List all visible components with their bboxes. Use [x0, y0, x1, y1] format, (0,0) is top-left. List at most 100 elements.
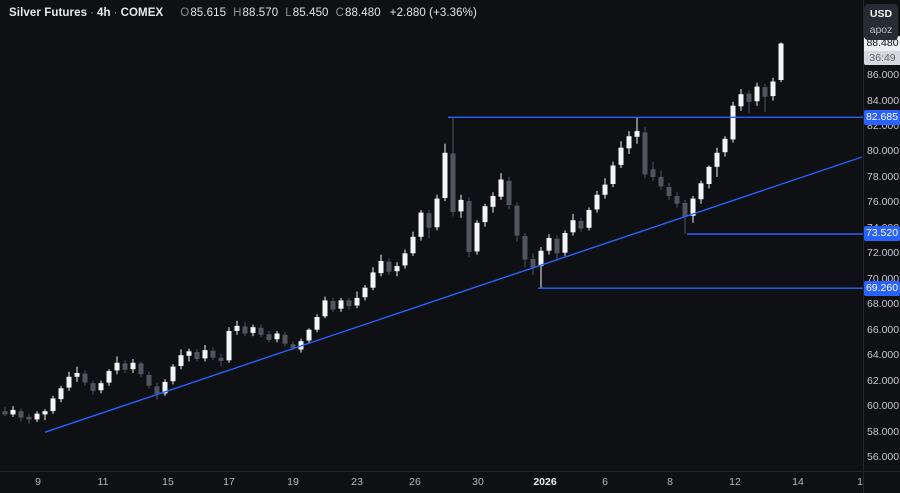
candlestick-series — [2, 42, 784, 424]
candle-body — [58, 388, 64, 400]
candle-body — [26, 416, 32, 420]
price-tick-label: 72.000 — [867, 247, 900, 260]
candle-body — [74, 373, 80, 377]
candle-body — [202, 350, 208, 359]
candle-body — [650, 169, 656, 177]
chart-pane[interactable] — [0, 0, 863, 471]
candle-body — [82, 373, 88, 383]
candle-body — [290, 344, 296, 349]
candle-body — [770, 81, 776, 97]
candle-body — [178, 355, 184, 366]
high-label: H — [233, 7, 242, 19]
candle-body — [242, 326, 248, 334]
exchange-name[interactable]: COMEX — [120, 7, 164, 19]
candle-body — [570, 220, 576, 233]
ray-price-tag: 82.685 — [864, 109, 900, 125]
candle-body — [234, 325, 240, 331]
candle-body — [698, 183, 704, 200]
open-value: 85.615 — [190, 7, 227, 19]
time-tick-label: 1 — [857, 476, 863, 488]
close-label: C — [335, 7, 344, 19]
candle-body — [10, 409, 16, 415]
candle-body — [426, 213, 432, 228]
close-value: 88.480 — [344, 7, 381, 19]
price-tick-label: 62.000 — [867, 374, 900, 387]
time-tick-label: 11 — [97, 476, 109, 488]
candle-body — [98, 383, 104, 391]
candle-body — [738, 94, 744, 107]
high-value: 88.570 — [242, 7, 279, 19]
candle-body — [362, 287, 368, 298]
candle-body — [538, 250, 544, 267]
timeframe-selector[interactable]: 4h — [97, 7, 111, 19]
candle-body — [498, 179, 504, 197]
currency-toggle-button[interactable]: USD — [869, 8, 893, 20]
candle-body — [122, 363, 128, 370]
candle-body — [370, 272, 376, 288]
candle-body — [450, 153, 456, 212]
candle-body — [490, 196, 496, 207]
candle-body — [690, 198, 696, 216]
candle-body — [394, 266, 400, 272]
candle-body — [666, 187, 672, 196]
time-tick-label: 14 — [792, 476, 804, 488]
unit-toggle-button[interactable]: apoz — [869, 24, 893, 36]
candle-body — [442, 152, 448, 198]
candle-body — [642, 132, 648, 175]
ohlc-readout: O85.615 H88.570 L85.450 C88.480 +2.880 (+3.3… — [173, 7, 477, 19]
candle-body — [66, 376, 72, 388]
symbol-header: Silver Futures · 4h · COMEX O85.615 H88.570 L85… — [9, 7, 477, 19]
candle-body — [386, 261, 392, 272]
candle-body — [18, 411, 24, 418]
candle-body — [762, 87, 768, 97]
candle-body — [378, 261, 384, 274]
candle-body — [714, 152, 720, 167]
candle-body — [522, 236, 528, 260]
candle-body — [674, 196, 680, 204]
time-tick-label: 2026 — [533, 476, 557, 488]
candle-body — [554, 238, 560, 254]
price-axis[interactable]: 86.00084.00082.00080.00078.00076.00074.0… — [863, 0, 900, 471]
price-tick-label: 64.000 — [867, 349, 900, 362]
ray-price-tag: 73.520 — [864, 226, 900, 242]
time-tick-label: 30 — [472, 476, 484, 488]
price-tick-label: 84.000 — [867, 94, 900, 107]
time-tick-label: 8 — [667, 476, 673, 488]
candle-body — [346, 300, 352, 307]
candle-body — [170, 366, 176, 382]
candle-body — [594, 194, 600, 210]
candle-body — [578, 220, 584, 229]
candle-body — [434, 198, 440, 228]
candle-body — [754, 86, 760, 102]
candle-body — [746, 93, 752, 102]
candle-body — [90, 383, 96, 391]
price-tick-label: 78.000 — [867, 170, 900, 183]
price-tick-label: 76.000 — [867, 196, 900, 209]
candle-body — [658, 176, 664, 187]
candle-body — [402, 253, 408, 266]
candle-body — [506, 180, 512, 205]
candle-body — [514, 205, 520, 236]
axis-corner — [863, 471, 900, 493]
time-tick-label: 26 — [409, 476, 421, 488]
candle-body — [226, 331, 232, 361]
separator-dot: · — [113, 7, 118, 19]
time-tick-label: 19 — [287, 476, 299, 488]
candle-body — [722, 138, 728, 153]
low-value: 85.450 — [292, 7, 329, 19]
candle-body — [586, 210, 592, 228]
time-tick-label: 23 — [351, 476, 363, 488]
price-tick-label: 66.000 — [867, 323, 900, 336]
symbol-name[interactable]: Silver Futures — [9, 7, 88, 19]
time-axis[interactable]: 9 11 15 17 19 23 26 30 2026 6 8 12 14 1 — [0, 471, 863, 493]
candle-body — [682, 203, 688, 217]
ascending-trendline[interactable] — [44, 156, 863, 433]
candle-body — [34, 413, 40, 420]
candlestick-chart[interactable] — [0, 0, 863, 471]
candle-body — [474, 222, 480, 252]
time-tick-label: 17 — [223, 476, 235, 488]
candle-body — [306, 329, 312, 341]
drawings-layer — [44, 116, 863, 433]
candle-body — [42, 411, 48, 415]
time-tick-label: 6 — [602, 476, 608, 488]
